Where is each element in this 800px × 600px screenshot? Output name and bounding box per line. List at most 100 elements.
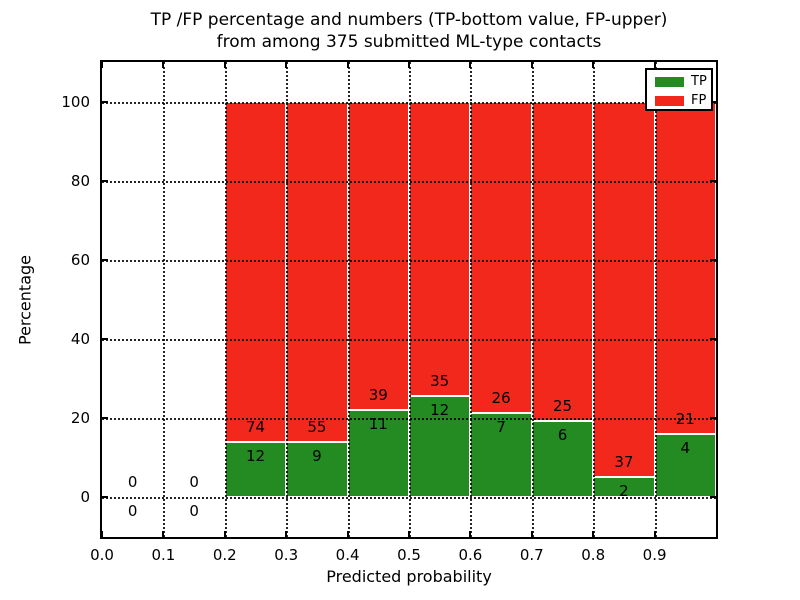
x-tick-mark-top — [408, 62, 410, 68]
bar-tp-count-label: 4 — [680, 439, 691, 458]
bar-fp-count-label: 55 — [307, 417, 327, 436]
x-tick-mark-bottom — [162, 531, 165, 537]
bar-fp-count-label: 26 — [491, 389, 511, 408]
bar-tp-count-label: 11 — [368, 415, 388, 434]
x-tick-mark-bottom — [346, 531, 349, 537]
y-tick-mark-left — [102, 496, 108, 499]
x-gridline — [347, 62, 350, 537]
y-gridline — [102, 339, 716, 342]
x-tick-label: 0.0 — [90, 546, 114, 564]
legend: TP FP — [645, 68, 713, 111]
bar-tp-count-label: 2 — [619, 482, 629, 501]
chart-title-line-1: TP /FP percentage and numbers (TP-bottom… — [150, 10, 668, 30]
y-tick-mark-left — [102, 417, 108, 420]
x-tick-mark-bottom — [408, 531, 410, 537]
x-tick-mark-bottom — [101, 531, 103, 537]
x-tick-mark-top — [592, 62, 595, 68]
y-tick-mark-right — [710, 338, 716, 341]
chart-title-line-2: from among 375 submitted ML-type contact… — [216, 32, 602, 52]
legend-swatch-fp-icon — [655, 96, 684, 106]
x-tick-mark-bottom — [285, 531, 288, 537]
y-gridline — [102, 101, 716, 104]
x-tick-label: 0.3 — [274, 546, 299, 564]
bar-tp-segment — [654, 434, 716, 498]
bar-tp-count-label: 9 — [312, 446, 322, 465]
annotations-layer: 0 0 0 0 74 12 55 9 39 11 35 12 26 7 25 6 37 2 21 4 — [102, 62, 716, 537]
grid-layer — [102, 62, 716, 537]
x-tick-mark-top — [346, 62, 349, 68]
y-tick-label: 60 — [70, 250, 90, 269]
x-tick-mark-top — [101, 62, 103, 68]
bar-tp-segment — [470, 413, 532, 498]
x-tick-mark-bottom — [653, 531, 656, 537]
y-tick-mark-right — [710, 258, 716, 261]
plot-area: 0 0 0 0 74 12 55 9 39 11 35 12 26 7 25 6 37 2 21 4 — [100, 60, 718, 539]
bar-tp-segment — [409, 396, 471, 498]
bar-tp-count-label: 0 — [189, 502, 199, 521]
x-gridline — [409, 62, 411, 537]
legend-label-fp: FP — [691, 93, 707, 108]
bar-fp-count-label: 25 — [552, 396, 573, 415]
x-tick-label: 0.1 — [151, 546, 176, 564]
y-gridline — [102, 418, 716, 421]
y-axis-label: Percentage — [15, 254, 35, 346]
legend-label-tp: TP — [691, 74, 707, 89]
bar-tp-segment — [286, 441, 348, 498]
x-gridline — [654, 62, 657, 537]
x-tick-mark-top — [223, 62, 226, 68]
y-tick-mark-right — [710, 496, 716, 499]
y-tick-label: 100 — [61, 92, 90, 111]
bar-tp-segment — [531, 420, 594, 498]
bar-fp-count-label: 39 — [368, 386, 388, 405]
bar-tp-segment — [347, 410, 409, 498]
bar-tp-segment — [224, 442, 287, 498]
x-tick-label: 0.9 — [642, 546, 667, 564]
bar-fp-segment — [654, 101, 716, 435]
x-gridline — [593, 62, 596, 537]
legend-swatch-tp-icon — [655, 77, 684, 87]
x-tick-mark-top — [530, 62, 533, 68]
x-gridline — [470, 62, 473, 537]
bar-fp-count-label: 35 — [430, 372, 450, 391]
y-tick-mark-left — [102, 100, 108, 103]
y-gridline — [102, 497, 716, 500]
y-tick-label: 0 — [80, 488, 90, 507]
x-tick-mark-top — [653, 62, 656, 68]
bar-tp-count-label: 12 — [245, 447, 266, 466]
x-tick-label: 0.6 — [458, 546, 483, 564]
x-tick-label: 0.8 — [581, 546, 606, 564]
bar-fp-count-label: 0 — [189, 473, 199, 492]
y-tick-mark-left — [102, 179, 108, 182]
x-tick-mark-bottom — [469, 531, 472, 537]
x-gridline — [163, 62, 166, 537]
bar-tp-count-label: 6 — [557, 425, 568, 444]
x-tick-label: 0.5 — [397, 546, 421, 564]
x-axis-label: Predicted probability — [326, 567, 492, 586]
x-tick-mark-bottom — [223, 531, 226, 537]
y-tick-mark-left — [102, 258, 108, 261]
y-tick-label: 80 — [70, 171, 90, 190]
y-tick-mark-right — [710, 100, 716, 103]
x-gridline — [224, 62, 227, 537]
bar-fp-count-label: 37 — [614, 453, 634, 472]
x-tick-mark-top — [469, 62, 472, 68]
x-gridline — [286, 62, 289, 537]
x-tick-mark-top — [162, 62, 165, 68]
bar-tp-count-label: 12 — [430, 401, 450, 420]
bar-tp-count-label: 0 — [127, 502, 138, 521]
y-tick-label: 40 — [70, 330, 90, 349]
x-tick-mark-bottom — [530, 531, 533, 537]
bar-fp-count-label: 21 — [675, 410, 695, 429]
bar-fp-count-label: 74 — [245, 418, 266, 437]
x-tick-mark-top — [285, 62, 288, 68]
y-gridline — [102, 180, 716, 183]
x-tick-label: 0.4 — [335, 546, 360, 564]
y-tick-mark-left — [102, 338, 108, 341]
y-tick-label: 20 — [70, 409, 90, 428]
bar-tp-count-label: 7 — [496, 418, 506, 437]
y-tick-mark-right — [710, 417, 716, 420]
x-tick-label: 0.2 — [212, 546, 237, 564]
y-tick-mark-right — [710, 179, 716, 182]
chart-title: TP /FP percentage and numbers (TP-bottom… — [100, 9, 718, 53]
